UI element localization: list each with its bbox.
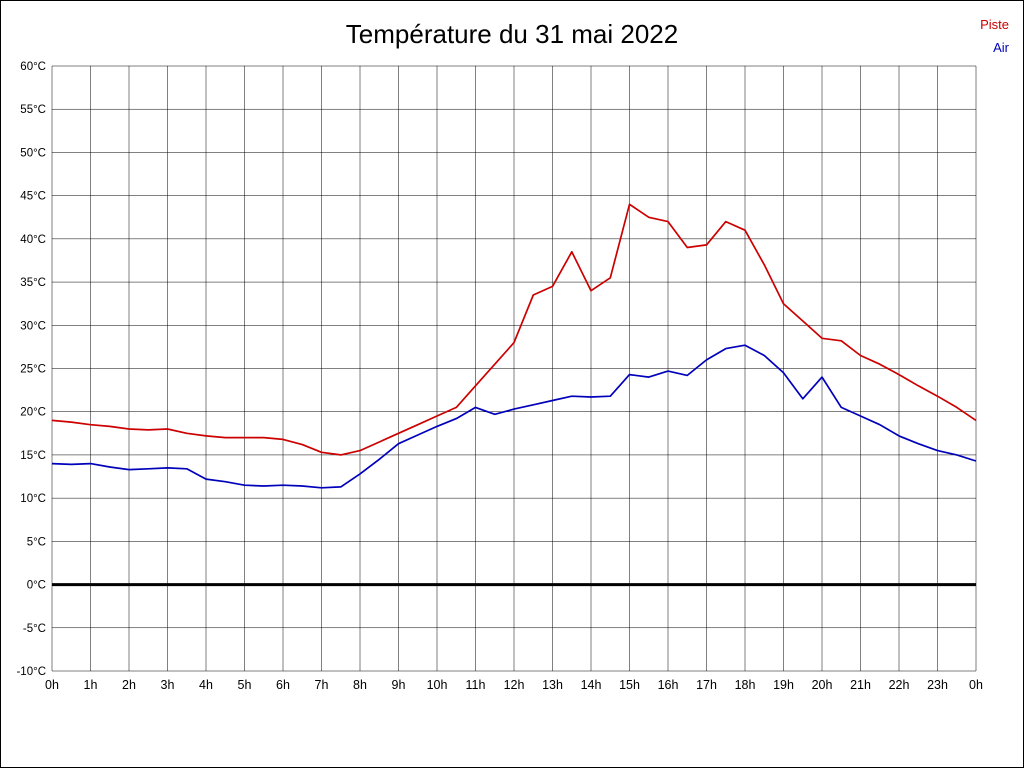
y-tick-label: 55°C — [20, 104, 46, 116]
y-tick-label: 25°C — [20, 364, 46, 376]
x-tick-label: 8h — [353, 678, 367, 692]
y-tick-label: -5°C — [23, 623, 46, 635]
x-tick-label: 18h — [735, 678, 756, 692]
x-tick-label: 19h — [773, 678, 794, 692]
y-tick-label: 45°C — [20, 191, 46, 203]
legend-item-air: Air — [993, 40, 1009, 55]
legend-item-piste: Piste — [980, 17, 1009, 32]
x-tick-label: 14h — [581, 678, 602, 692]
x-tick-label: 20h — [812, 678, 833, 692]
chart-title: Température du 31 mai 2022 — [345, 19, 679, 49]
x-tick-label: 4h — [199, 678, 213, 692]
y-tick-label: 35°C — [20, 277, 46, 289]
x-tick-label: 6h — [276, 678, 290, 692]
y-tick-label: 20°C — [20, 407, 46, 419]
x-tick-label: 13h — [542, 678, 563, 692]
x-tick-label: 7h — [315, 678, 329, 692]
x-tick-label: 21h — [850, 678, 871, 692]
x-tick-label: 10h — [427, 678, 448, 692]
y-tick-label: 0°C — [27, 580, 46, 592]
x-tick-label: 11h — [466, 678, 486, 692]
y-tick-label: 50°C — [20, 147, 46, 159]
x-tick-label: 15h — [619, 678, 640, 692]
x-tick-label: 0h — [969, 678, 983, 692]
y-tick-label: 10°C — [20, 493, 46, 505]
x-tick-label: 23h — [927, 678, 948, 692]
x-tick-label: 12h — [504, 678, 525, 692]
y-tick-label: 15°C — [20, 450, 46, 462]
x-tick-label: 22h — [889, 678, 910, 692]
y-tick-label: -10°C — [16, 666, 46, 678]
x-tick-label: 5h — [238, 678, 252, 692]
x-tick-label: 16h — [658, 678, 679, 692]
x-tick-label: 1h — [84, 678, 98, 692]
y-tick-label: 60°C — [20, 61, 46, 73]
x-tick-label: 9h — [392, 678, 406, 692]
chart-legend: Piste Air — [980, 13, 1009, 59]
x-tick-label: 17h — [696, 678, 717, 692]
y-tick-label: 40°C — [20, 234, 46, 246]
y-tick-label: 5°C — [27, 536, 46, 548]
y-tick-label: 30°C — [20, 320, 46, 332]
x-tick-label: 2h — [122, 678, 136, 692]
series-line-piste — [51, 203, 977, 456]
x-tick-label: 0h — [45, 678, 59, 692]
series-line-air — [51, 344, 977, 489]
x-tick-label: 3h — [161, 678, 175, 692]
